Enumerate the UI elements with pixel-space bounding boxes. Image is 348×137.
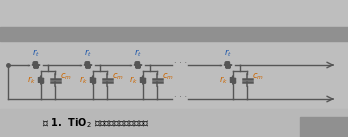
Text: · · ·: · · · (174, 59, 187, 68)
Text: 図 1.  TiO$_2$ アノードの伝送線モデル: 図 1. TiO$_2$ アノードの伝送線モデル (42, 116, 150, 130)
Text: $r_t$: $r_t$ (32, 48, 40, 59)
Text: $c_m$: $c_m$ (252, 72, 264, 82)
Bar (300, 117, 348, 137)
Text: $r_t$: $r_t$ (224, 48, 232, 59)
Text: $r_k$: $r_k$ (219, 74, 228, 86)
Text: $c_m$: $c_m$ (162, 72, 174, 82)
Bar (0, 109, 348, 137)
Text: · · ·: · · · (174, 93, 187, 102)
Text: $r_k$: $r_k$ (27, 74, 36, 86)
Bar (0, 27, 348, 41)
Text: $r_k$: $r_k$ (79, 74, 88, 86)
Text: $r_t$: $r_t$ (134, 48, 142, 59)
Text: $r_t$: $r_t$ (84, 48, 92, 59)
Text: $c_m$: $c_m$ (60, 72, 72, 82)
Text: $c_m$: $c_m$ (112, 72, 124, 82)
Text: $r_k$: $r_k$ (129, 74, 138, 86)
